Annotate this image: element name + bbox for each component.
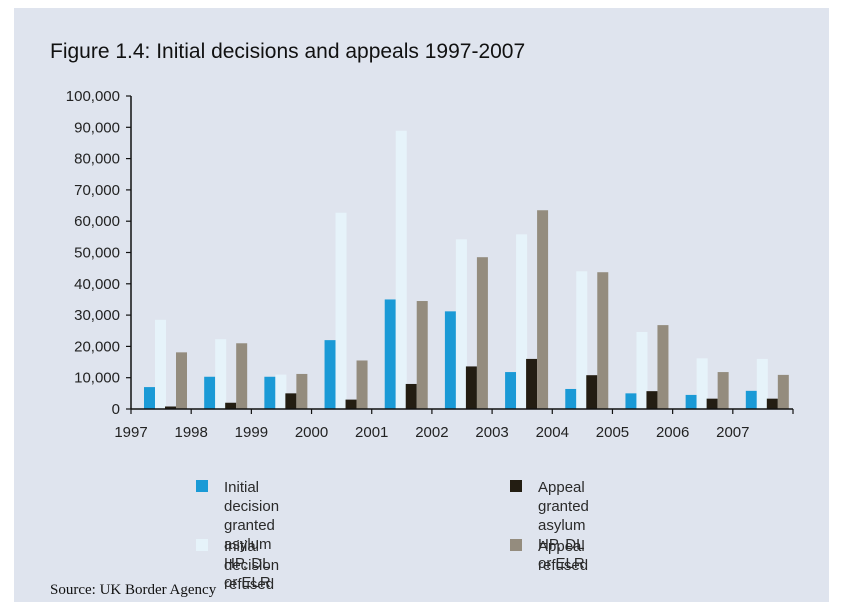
- x-tick-label: 2001: [355, 424, 388, 441]
- x-tick-label: 2003: [475, 424, 508, 441]
- y-tick-label: 10,000: [74, 370, 120, 387]
- y-tick-label: 80,000: [74, 151, 120, 168]
- legend-swatch: [196, 480, 208, 492]
- source-note: Source: UK Border Agency: [50, 582, 217, 598]
- bar: [236, 343, 248, 409]
- bar: [526, 358, 538, 409]
- bar: [275, 374, 287, 409]
- bar: [345, 399, 357, 409]
- x-tick-label: 2002: [415, 424, 448, 441]
- bar: [777, 374, 789, 409]
- bar: [696, 358, 708, 409]
- legend-swatch: [510, 539, 522, 551]
- bar: [215, 339, 227, 409]
- y-tick-label: 50,000: [74, 245, 120, 262]
- bar: [225, 402, 237, 409]
- x-tick-label: 1999: [235, 424, 268, 441]
- bar: [756, 358, 768, 409]
- bar: [476, 257, 488, 409]
- bar-chart: 0 10,000 20,000 30,000 40,000 50,000 60,000 70,…: [66, 88, 794, 441]
- bar: [505, 372, 517, 409]
- bar: [537, 210, 549, 409]
- bar: [565, 388, 577, 409]
- y-tick-label: 100,000: [66, 88, 120, 105]
- bar: [144, 387, 155, 409]
- bar: [204, 376, 216, 409]
- bar: [586, 375, 598, 409]
- bar: [717, 372, 729, 409]
- legend-label: Appeal refused: [538, 538, 589, 574]
- bar: [685, 394, 697, 409]
- bar: [285, 393, 297, 409]
- bar: [444, 311, 456, 409]
- bar: [356, 360, 368, 409]
- y-tick-label: 0: [112, 401, 120, 418]
- chart-title: Figure 1.4: Initial decisions and appeal…: [50, 40, 526, 63]
- bar: [625, 393, 637, 409]
- y-tick-label: 90,000: [74, 119, 120, 136]
- bar: [766, 398, 778, 409]
- y-tick-label: 60,000: [74, 213, 120, 230]
- bar: [455, 239, 467, 409]
- x-tick-label: 2006: [656, 424, 689, 441]
- bar: [155, 319, 166, 409]
- bar: [745, 390, 757, 409]
- bar: [576, 271, 588, 409]
- bar: [384, 299, 396, 409]
- y-tick-label: 20,000: [74, 338, 120, 355]
- x-tick-label: 1998: [174, 424, 207, 441]
- bar: [176, 352, 187, 409]
- legend-label: Initial decision granted asylum HP, DL o…: [224, 479, 280, 591]
- bar: [165, 406, 176, 409]
- bar: [706, 398, 718, 409]
- figure-panel: Figure 1.4: Initial decisions and appeal…: [14, 8, 829, 602]
- bar: [465, 366, 477, 409]
- legend-swatch: [196, 539, 208, 551]
- y-tick-label: 30,000: [74, 307, 120, 324]
- bar: [657, 325, 669, 409]
- bar: [646, 391, 658, 409]
- bar: [335, 212, 347, 409]
- bar: [516, 234, 528, 409]
- x-tick-label: 1997: [114, 424, 147, 441]
- bar: [416, 301, 428, 409]
- bar: [597, 272, 609, 409]
- y-tick-label: 40,000: [74, 276, 120, 293]
- y-tick-label: 70,000: [74, 182, 120, 199]
- x-tick-label: 2000: [295, 424, 328, 441]
- x-tick-label: 2007: [716, 424, 749, 441]
- bar: [636, 332, 648, 409]
- legend-label: Initial decision refused: [224, 538, 280, 593]
- bar: [296, 373, 308, 409]
- bar: [395, 130, 407, 410]
- x-tick-label: 2004: [536, 424, 569, 441]
- legend-swatch: [510, 480, 522, 492]
- bar: [405, 383, 417, 409]
- bar: [264, 376, 276, 409]
- legend-label: Appeal granted asylum HP, DL or ELR: [538, 479, 589, 572]
- x-tick-label: 2005: [596, 424, 629, 441]
- bar: [324, 340, 336, 409]
